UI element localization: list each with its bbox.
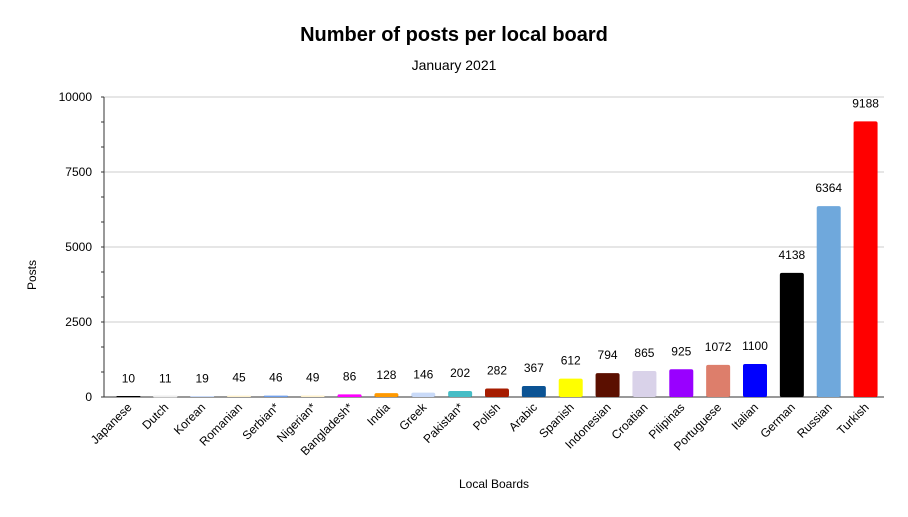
- data-label: 794: [598, 348, 618, 362]
- x-tick-label: Dutch: [139, 400, 171, 432]
- x-tick-label: Turkish: [834, 400, 871, 437]
- data-label: 11: [159, 372, 172, 386]
- chart-title: Number of posts per local board: [300, 24, 608, 46]
- x-axis-title: Local Boards: [459, 477, 529, 491]
- x-tick-label: Japanese: [88, 400, 135, 447]
- data-label: 6364: [815, 181, 842, 195]
- data-labels: 10 11 19 45 46 49 86 128 146 202 282 367 612 794 865 92…: [122, 96, 879, 385]
- bar-turkish: [853, 121, 878, 398]
- bar-japanese: [116, 396, 141, 397]
- data-label: 282: [487, 364, 507, 378]
- data-label: 86: [343, 369, 357, 383]
- y-axis-title: Posts: [25, 260, 39, 290]
- bar-russian: [816, 206, 841, 397]
- data-label: 4138: [779, 248, 806, 262]
- data-label: 1100: [742, 339, 768, 353]
- bar-portuguese: [706, 364, 731, 397]
- bar-polish: [485, 388, 509, 397]
- bar-dutch: [153, 395, 178, 398]
- y-tick-label: 0: [85, 390, 92, 404]
- data-label: 49: [306, 371, 320, 385]
- x-tick-label: German: [757, 400, 798, 441]
- x-tick-label: Pakistan*: [421, 400, 467, 446]
- chart-subtitle: January 2021: [411, 57, 497, 73]
- y-tick-label: 10000: [59, 90, 93, 104]
- data-label: 19: [195, 371, 209, 385]
- data-label: 1072: [705, 340, 732, 354]
- bar-bangladesh: [337, 394, 362, 397]
- gridlines: [104, 96, 884, 323]
- bar-india: [374, 393, 399, 397]
- bar-spanish: [558, 378, 583, 397]
- bar-croatian: [632, 371, 657, 397]
- data-label: 612: [561, 354, 581, 368]
- data-label: 9188: [852, 96, 879, 110]
- bar-romanian: [227, 395, 251, 397]
- bar-indonesian: [595, 373, 620, 397]
- x-tick-label: Polish: [470, 400, 503, 433]
- bar-german: [779, 272, 804, 397]
- data-label: 45: [232, 371, 246, 385]
- y-tick-label: 2500: [65, 315, 92, 329]
- data-label: 367: [524, 361, 544, 375]
- bar-serbian: [263, 395, 288, 397]
- x-tick-label: Arabic: [506, 400, 540, 434]
- x-tick-label: Italian: [729, 400, 762, 433]
- data-label: 46: [269, 371, 283, 385]
- x-tick-label: Russian: [794, 400, 835, 441]
- data-label: 146: [413, 368, 433, 382]
- data-label: 10: [122, 372, 136, 386]
- x-tick-label: India: [364, 400, 393, 429]
- bar-italian: [743, 364, 767, 397]
- bar-pilipinas: [669, 369, 694, 397]
- data-label: 925: [671, 344, 691, 358]
- bar-arabic: [521, 385, 546, 397]
- data-label: 865: [634, 346, 654, 360]
- bar-korean: [190, 396, 215, 397]
- x-tick-label: Greek: [396, 400, 430, 434]
- y-tick-label: 7500: [65, 165, 92, 179]
- bar-pakistan: [448, 390, 473, 397]
- y-tick-label: 5000: [65, 240, 92, 254]
- bar-nigerian: [300, 395, 325, 397]
- bar-greek: [411, 392, 436, 397]
- data-label: 202: [450, 366, 470, 380]
- x-tick-label: Croatian: [609, 400, 651, 442]
- bars: [116, 121, 878, 398]
- data-label: 128: [376, 368, 396, 382]
